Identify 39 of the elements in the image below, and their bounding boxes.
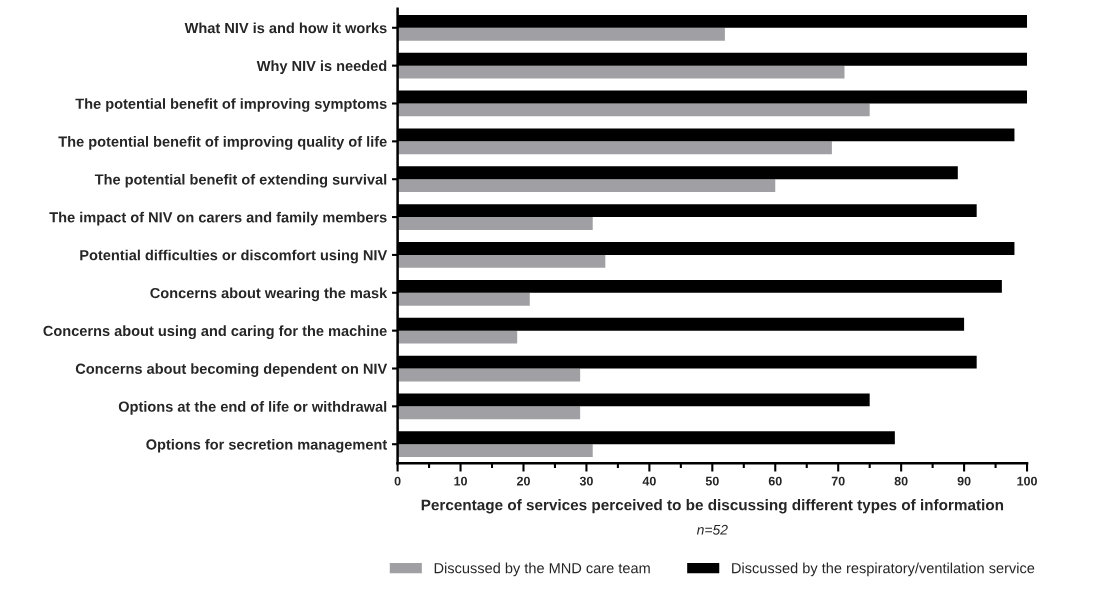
- y-tick-label: Potential difficulties or discomfort using NIV: [80, 249, 388, 264]
- bar: [397, 330, 518, 344]
- x-tick-label: 60: [768, 476, 782, 486]
- legend-label: Discussed by the MND care team: [434, 562, 650, 577]
- x-tick-label: 50: [705, 476, 719, 486]
- y-tick-label: Options at the end of life or withdrawal: [118, 401, 387, 415]
- bar: [397, 406, 581, 420]
- bar: [397, 103, 870, 117]
- x-tick-label: 0: [394, 476, 401, 486]
- y-tick-label: Concerns about becoming dependent on NIV: [75, 363, 388, 377]
- x-tick-label: 70: [831, 476, 845, 486]
- x-tick-label: 80: [894, 476, 908, 486]
- x-tick-label: 20: [516, 476, 530, 486]
- x-axis-title: Percentage of services perceived to be discussing different types of information: [421, 499, 1004, 514]
- bar: [397, 368, 581, 382]
- text: n=52: [696, 524, 728, 535]
- bar: [397, 217, 593, 230]
- bar: [397, 292, 530, 306]
- y-tick-label: The impact of NIV on carers and family members: [49, 211, 387, 226]
- y-tick-label: The potential benefit of extending survival: [94, 173, 387, 188]
- bar: [397, 27, 725, 41]
- bar: [397, 444, 593, 458]
- bar: [397, 254, 606, 268]
- bar: [397, 179, 776, 193]
- y-tick-label: The potential benefit of improving quality of life: [58, 136, 387, 150]
- x-tick-label: 10: [454, 476, 467, 486]
- y-tick-label: Why NIV is needed: [256, 60, 387, 74]
- y-tick-label: Options for secretion management: [146, 438, 388, 453]
- y-tick-label: Concerns about using and caring for the machine: [43, 325, 387, 340]
- x-tick-label: 100: [1017, 476, 1037, 486]
- x-tick-label: 40: [642, 476, 656, 486]
- y-tick-label: The potential benefit of improving symptoms: [75, 98, 387, 112]
- x-tick-label: 30: [579, 476, 593, 486]
- y-tick-label: Concerns about wearing the mask: [150, 287, 388, 302]
- legend-label: Discussed by the respiratory/ventilation service: [732, 562, 1035, 577]
- bar: [397, 141, 832, 155]
- y-tick-label: What NIV is and how it works: [184, 22, 387, 34]
- x-tick-label: 90: [957, 476, 971, 486]
- bar: [397, 65, 845, 79]
